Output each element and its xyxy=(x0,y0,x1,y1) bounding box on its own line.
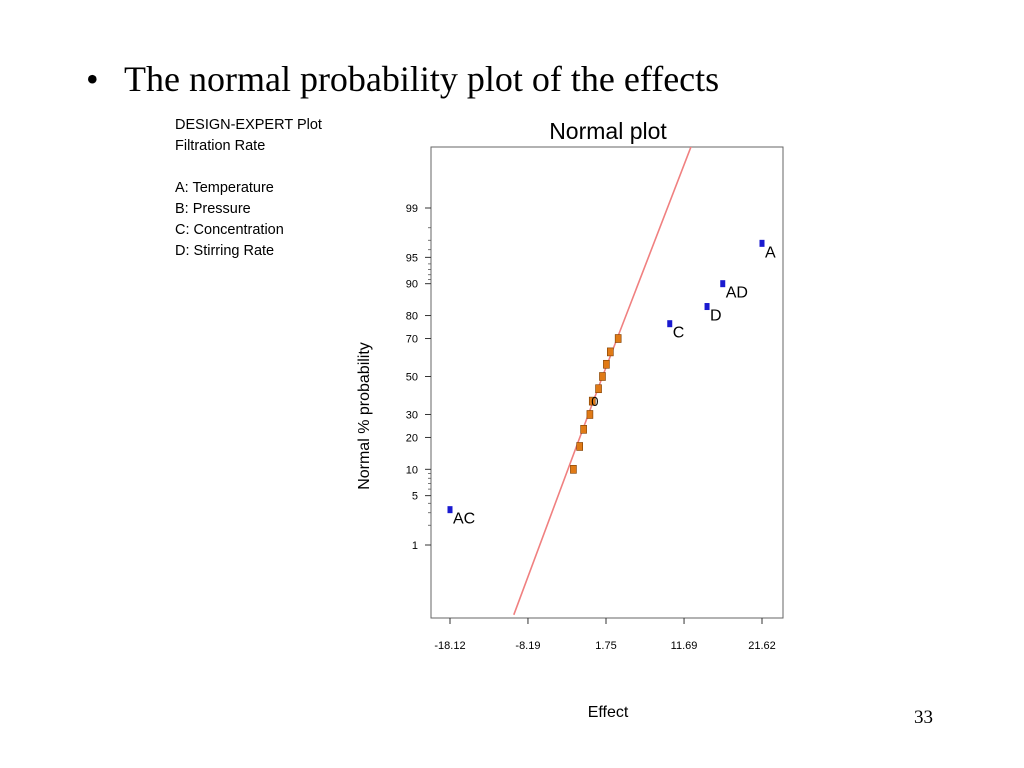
effect-label-ad: AD xyxy=(726,285,748,302)
y-tick-label: 90 xyxy=(406,279,418,291)
plot-layer: 1 5 10 20 30 50 70 80 90 95 99 -18.12 -8.19 1.75 11.69… xyxy=(406,147,776,652)
factor-b: B: Pressure xyxy=(175,201,251,217)
plot-frame xyxy=(430,146,784,619)
significant-effect-point xyxy=(447,506,453,514)
y-tick-label: 80 xyxy=(406,311,418,323)
significant-effect-point xyxy=(704,303,710,311)
effect-label-a: A xyxy=(765,244,776,261)
y-tick-label: 20 xyxy=(406,432,418,444)
error-effect-point xyxy=(603,359,610,369)
y-tick-label: 1 xyxy=(412,540,418,552)
significant-effect-point xyxy=(667,320,673,328)
response-name: Filtration Rate xyxy=(175,138,266,154)
y-tick-label: 30 xyxy=(406,409,418,421)
error-effect-point xyxy=(570,465,577,474)
slide-title: • The normal probability plot of the effe… xyxy=(86,58,719,100)
design-heading: DESIGN-EXPERT Plot xyxy=(175,117,322,133)
error-effect-point xyxy=(576,442,583,451)
x-tick-label: 1.75 xyxy=(595,640,616,652)
error-effect-point xyxy=(588,396,596,406)
chart-title: Normal plot xyxy=(549,118,667,144)
error-effect-point xyxy=(599,372,606,381)
y-tick-label: 10 xyxy=(406,464,418,476)
bullet-glyph: • xyxy=(86,59,99,99)
y-tick-label: 95 xyxy=(406,252,418,264)
x-tick-label: -8.19 xyxy=(515,640,540,652)
error-effect-point xyxy=(595,384,602,394)
error-effect-point xyxy=(580,425,587,434)
y-tick-label: 70 xyxy=(406,334,418,346)
design-info-panel: DESIGN-EXPERT Plot Filtration Rate A: Te… xyxy=(175,115,322,262)
y-tick-label: 50 xyxy=(406,372,418,384)
x-tick-label: -18.12 xyxy=(434,640,465,652)
significant-effect-point xyxy=(720,280,726,288)
page-number: 33 xyxy=(914,707,933,728)
error-effect-point xyxy=(586,410,594,419)
error-effect-point xyxy=(607,347,614,357)
significant-effect-point xyxy=(759,239,765,247)
error-point-label: 0 xyxy=(591,394,598,409)
y-tick-label: 5 xyxy=(412,491,418,503)
factor-c: C: Concentration xyxy=(175,222,284,238)
error-effect-point xyxy=(614,334,622,343)
x-tick-label: 11.69 xyxy=(671,640,698,652)
y-tick-label: 99 xyxy=(406,203,418,215)
x-tick-label: 21.62 xyxy=(748,640,776,652)
factor-d: D: Stirring Rate xyxy=(175,243,275,259)
effect-label-d: D xyxy=(710,308,722,325)
y-axis-label: Normal % probability xyxy=(356,342,373,490)
effect-label-c: C xyxy=(673,325,685,342)
slide-title-text: The normal probability plot of the effec… xyxy=(124,59,720,99)
effect-label-ac: AC xyxy=(453,511,475,528)
x-axis-label: Effect xyxy=(588,704,629,721)
factor-a: A: Temperature xyxy=(175,180,274,196)
